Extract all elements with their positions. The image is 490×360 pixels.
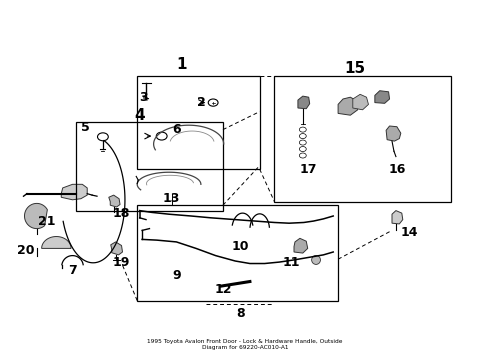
Polygon shape (109, 195, 120, 207)
Text: 1: 1 (176, 57, 187, 72)
Text: 14: 14 (400, 226, 418, 239)
Text: 6: 6 (172, 123, 181, 136)
Bar (76, 122, 223, 211)
Text: 13: 13 (163, 192, 180, 204)
Text: 8: 8 (236, 307, 245, 320)
Text: 18: 18 (113, 207, 130, 220)
Text: 1995 Toyota Avalon Front Door - Lock & Hardware Handle, Outside
Diagram for 6922: 1995 Toyota Avalon Front Door - Lock & H… (147, 339, 343, 350)
Text: 20: 20 (17, 244, 34, 257)
Text: 19: 19 (113, 256, 130, 269)
Text: 11: 11 (283, 256, 300, 269)
Text: 5: 5 (81, 121, 90, 134)
Bar (137, 76, 260, 169)
Polygon shape (61, 184, 87, 200)
Polygon shape (353, 94, 368, 110)
Text: 9: 9 (172, 269, 181, 282)
Bar (274, 76, 451, 202)
Text: 12: 12 (214, 283, 232, 296)
Polygon shape (375, 91, 390, 103)
Polygon shape (42, 237, 71, 248)
Text: 4: 4 (134, 108, 145, 123)
Text: 7: 7 (68, 264, 77, 277)
Polygon shape (386, 126, 401, 141)
Text: 17: 17 (300, 163, 318, 176)
Polygon shape (338, 97, 358, 115)
Bar (137, 205, 338, 301)
Text: 3: 3 (139, 91, 147, 104)
Text: 16: 16 (388, 163, 406, 176)
Polygon shape (294, 238, 308, 253)
Text: 2: 2 (196, 96, 205, 109)
Text: 10: 10 (231, 240, 249, 253)
Ellipse shape (312, 256, 320, 264)
Polygon shape (392, 211, 403, 224)
Polygon shape (24, 203, 48, 229)
Text: 21: 21 (38, 215, 55, 228)
Polygon shape (111, 242, 122, 255)
Polygon shape (298, 96, 310, 109)
Text: 15: 15 (344, 61, 366, 76)
